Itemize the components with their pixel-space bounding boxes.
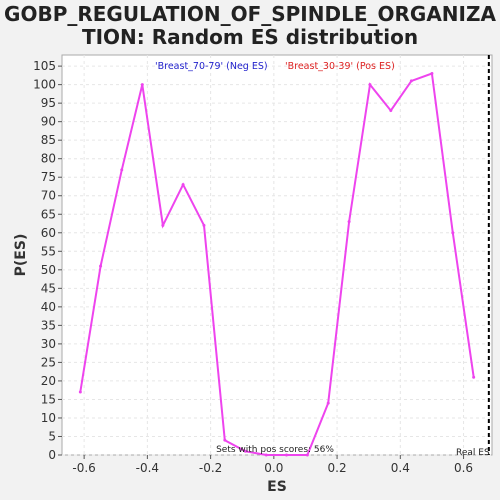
y-tick-label: 55	[41, 244, 56, 258]
data-point	[243, 449, 247, 453]
data-point	[181, 183, 185, 187]
legend-pos-es: 'Breast_30-39' (Pos ES)	[285, 61, 395, 72]
pos-scores-annotation: Sets with pos scores: 56%	[216, 445, 334, 455]
data-point	[347, 220, 351, 224]
data-point	[430, 72, 434, 76]
y-tick-label: 20	[41, 374, 56, 388]
real-es-label: Real ES	[456, 448, 490, 458]
series-line	[79, 72, 475, 456]
x-tick-label: 0.0	[264, 461, 283, 475]
data-point	[140, 83, 144, 87]
data-point	[451, 231, 455, 235]
data-point	[368, 83, 372, 87]
data-point	[202, 223, 206, 227]
y-tick-label: 50	[41, 263, 56, 277]
data-point	[472, 375, 476, 379]
y-tick-label: 30	[41, 337, 56, 351]
series-points	[78, 72, 476, 457]
y-tick-label: 5	[48, 429, 56, 443]
y-tick-label: 90	[41, 115, 56, 129]
x-tick-label: -0.2	[199, 461, 222, 475]
y-tick-label: 40	[41, 300, 56, 314]
plot-area	[61, 54, 493, 456]
y-tick-label: 60	[41, 226, 56, 240]
y-tick-label: 25	[41, 355, 56, 369]
y-tick-label: 15	[41, 392, 56, 406]
legend-neg-es: 'Breast_70-79' (Neg ES)	[155, 61, 268, 72]
y-axis-ticks: 0 5 10 15 20 25 30 35 40 45 50 55 60 65 70 75 80 85 90 95 10…	[33, 59, 62, 462]
y-axis-label: P(ES)	[13, 234, 29, 277]
data-point	[120, 168, 124, 172]
data-point	[161, 223, 165, 227]
y-tick-label: 80	[41, 152, 56, 166]
y-tick-label: 35	[41, 318, 56, 332]
y-tick-label: 0	[48, 448, 56, 462]
data-point	[78, 390, 82, 394]
x-axis-label: ES	[267, 479, 287, 495]
x-tick-label: -0.6	[72, 461, 95, 475]
y-tick-label: 10	[41, 411, 56, 425]
x-tick-label: -0.4	[136, 461, 159, 475]
x-tick-label: 0.4	[391, 461, 410, 475]
y-tick-label: 95	[41, 96, 56, 110]
y-tick-label: 70	[41, 189, 56, 203]
x-axis-ticks: -0.6 -0.4 -0.2 0.0 0.2 0.4 0.6	[72, 455, 473, 475]
y-tick-label: 65	[41, 207, 56, 221]
data-point	[389, 109, 393, 113]
y-tick-label: 100	[33, 78, 56, 92]
y-tick-label: 75	[41, 170, 56, 184]
x-tick-label: 0.6	[454, 461, 473, 475]
data-point	[223, 438, 227, 442]
data-point	[326, 401, 330, 405]
chart-title-line-2: TION: Random ES distribution	[82, 25, 418, 49]
data-point	[99, 264, 103, 268]
data-point	[409, 79, 413, 83]
data-point	[284, 453, 288, 457]
data-point	[305, 453, 309, 457]
y-tick-label: 45	[41, 281, 56, 295]
y-tick-label: 105	[33, 59, 56, 73]
data-point	[264, 453, 268, 457]
x-tick-label: 0.2	[328, 461, 347, 475]
chart-title-line-1: GOBP_REGULATION_OF_SPINDLE_ORGANIZA	[4, 2, 496, 26]
y-tick-label: 85	[41, 133, 56, 147]
